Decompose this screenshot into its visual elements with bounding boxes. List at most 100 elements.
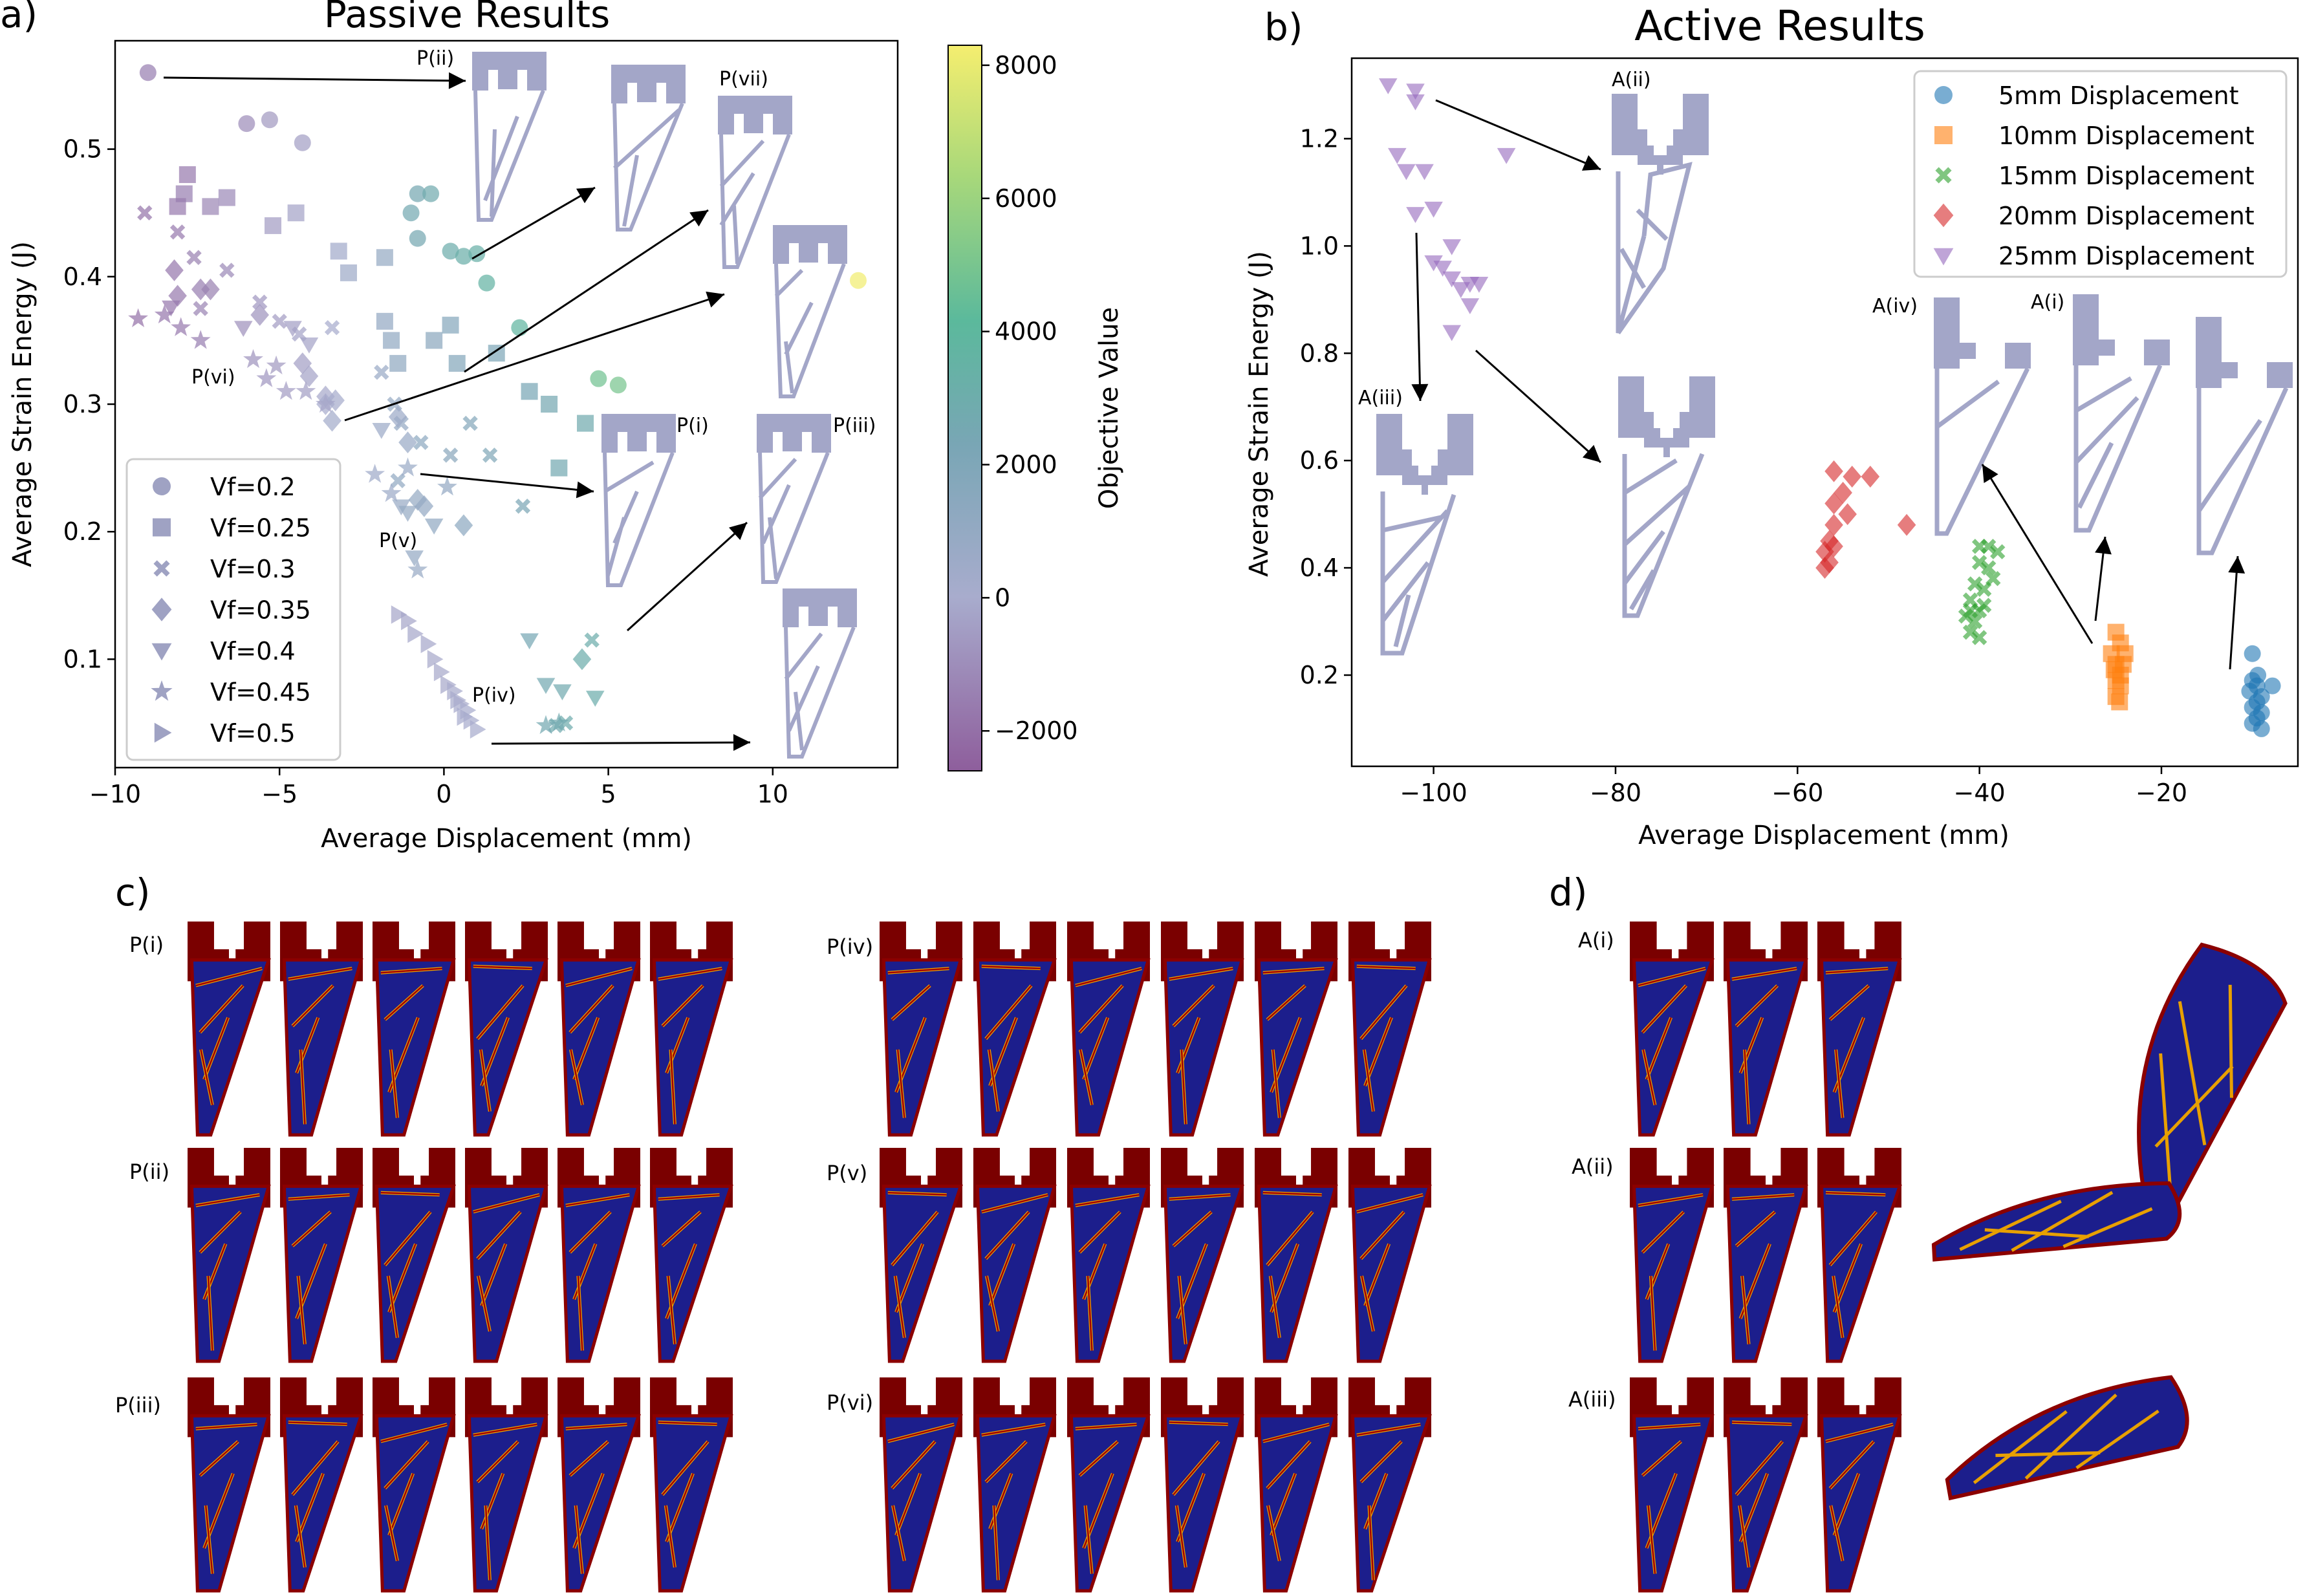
- fea-strut-core: [1262, 1423, 1330, 1443]
- fea-strut-core: [292, 1441, 339, 1496]
- fea-strut-core: [288, 967, 352, 980]
- fea-body: [975, 958, 1057, 1137]
- fea-strut-core: [569, 985, 614, 1033]
- legend-label: 10mm Displacement: [1998, 122, 2255, 150]
- data-point-disp-1: [2111, 693, 2128, 711]
- fea-strut-core: [981, 1194, 1048, 1213]
- deformed-strut: [2154, 1065, 2234, 1148]
- data-point-vf-2: [584, 632, 600, 648]
- legend-label: Vf=0.5: [210, 719, 296, 748]
- panel-b-label: b): [1264, 5, 1303, 49]
- data-point-vf-1: [287, 204, 305, 222]
- fea-strut-core: [669, 1049, 676, 1125]
- fea-result-image: [1161, 1148, 1244, 1363]
- panel-a-title: Passive Results: [324, 0, 610, 36]
- legend-marker: [1935, 167, 1952, 184]
- fea-strut-core: [1829, 1211, 1877, 1266]
- fea-result-image: [1348, 1377, 1432, 1593]
- fea-strut-core: [1829, 985, 1870, 1020]
- legend-label: Vf=0.4: [210, 637, 296, 665]
- arrow-mid-2: [344, 291, 725, 422]
- fea-result-image: [1817, 1148, 1902, 1363]
- data-point-disp-3: [1824, 535, 1843, 557]
- passive-data-points: [128, 64, 867, 739]
- fea-result-image: [880, 1148, 963, 1363]
- data-point-vf-1: [383, 332, 400, 349]
- fea-strut-core: [1829, 1441, 1875, 1489]
- fea-body: [374, 1184, 456, 1363]
- arrow-p-i: [420, 473, 594, 499]
- data-point-disp-4: [1406, 207, 1425, 223]
- fea-strut-core: [887, 1423, 955, 1443]
- annotation-p-ii: P(ii): [417, 47, 454, 70]
- fea-result-image: [1630, 922, 1715, 1137]
- data-point-vf-1: [577, 415, 594, 432]
- fea-result-image: [880, 922, 963, 1137]
- fea-strut-core: [662, 1211, 701, 1247]
- fea-result-image: [880, 1377, 963, 1593]
- data-point-vf-5: [315, 393, 336, 413]
- fea-strut-core: [1266, 985, 1306, 1020]
- fea-strut-core: [1267, 1505, 1281, 1562]
- data-point-disp-4: [1424, 255, 1443, 272]
- fea-strut-core: [1176, 1505, 1187, 1568]
- data-point-vf-5: [256, 368, 277, 387]
- fea-strut-core: [288, 1194, 350, 1200]
- data-point-vf-5: [536, 715, 556, 735]
- data-point-vf-0: [422, 185, 440, 202]
- data-point-disp-2: [1976, 581, 1992, 597]
- active-legend: 5mm Displacement 10mm Displacement 15mm Di…: [1913, 70, 2288, 278]
- data-point-vf-6: [407, 624, 424, 643]
- data-point-vf-1: [426, 332, 443, 349]
- thumbnail-a-iv: [1934, 297, 2031, 536]
- data-point-vf-3: [572, 648, 592, 671]
- arrow-p-iv: [491, 734, 751, 751]
- fea-strut-core: [993, 1505, 999, 1580]
- data-point-vf-3: [408, 488, 427, 511]
- data-point-disp-4: [1433, 261, 1452, 277]
- fea-strut-core: [1083, 1017, 1109, 1080]
- fea-strut-core: [1647, 1505, 1656, 1574]
- panel-d-label-a-i: A(i): [1578, 928, 1614, 953]
- data-point-vf-5: [154, 304, 175, 324]
- active-data-points: [1378, 78, 2281, 737]
- fea-strut-core: [1079, 1049, 1093, 1106]
- deformed-strut: [1984, 1228, 2089, 1238]
- data-point-vf-0: [409, 185, 426, 202]
- fea-body: [467, 1414, 548, 1593]
- data-point-vf-0: [402, 204, 420, 222]
- data-point-vf-3: [299, 365, 319, 387]
- data-point-vf-4: [299, 337, 319, 354]
- fea-strut-core: [565, 1194, 630, 1207]
- annotation-p-iii: P(iii): [833, 415, 876, 437]
- data-point-disp-0: [2264, 677, 2281, 695]
- annotation-a-ii: A(ii): [1612, 69, 1651, 91]
- fea-strut-core: [199, 1211, 241, 1253]
- fea-strut-core: [1364, 1244, 1390, 1306]
- fea-result-image: [650, 1148, 733, 1363]
- fea-strut-core: [887, 967, 949, 974]
- x-tick-label: −100: [1400, 779, 1467, 807]
- data-point-vf-1: [179, 166, 196, 184]
- fea-strut-core: [985, 985, 1032, 1040]
- colorbar-tick-label: −2000: [995, 717, 1078, 745]
- fea-body: [1350, 958, 1432, 1137]
- annotation-p-i: P(i): [676, 415, 709, 437]
- fea-strut-core: [1638, 967, 1706, 987]
- data-point-vf-4: [585, 691, 605, 707]
- data-point-disp-4: [1442, 239, 1462, 255]
- y-tick-label: 0.1: [63, 645, 102, 673]
- data-point-vf-5: [548, 712, 569, 732]
- data-point-disp-2: [1962, 603, 1978, 619]
- data-point-vf-3: [454, 514, 473, 537]
- legend-label: 20mm Displacement: [1998, 202, 2255, 230]
- fea-strut-core: [986, 1275, 999, 1332]
- data-point-disp-1: [2114, 656, 2132, 673]
- y-tick-label: 1.2: [1300, 124, 1339, 153]
- passive-ylabel: Average Strain Energy (J): [8, 241, 38, 567]
- panel-a-label: a): [0, 0, 38, 36]
- fea-strut-core: [1173, 1211, 1212, 1247]
- arrow-a-iv: [1981, 464, 2094, 644]
- legend-marker: [151, 598, 172, 621]
- fea-body: [1726, 1414, 1808, 1593]
